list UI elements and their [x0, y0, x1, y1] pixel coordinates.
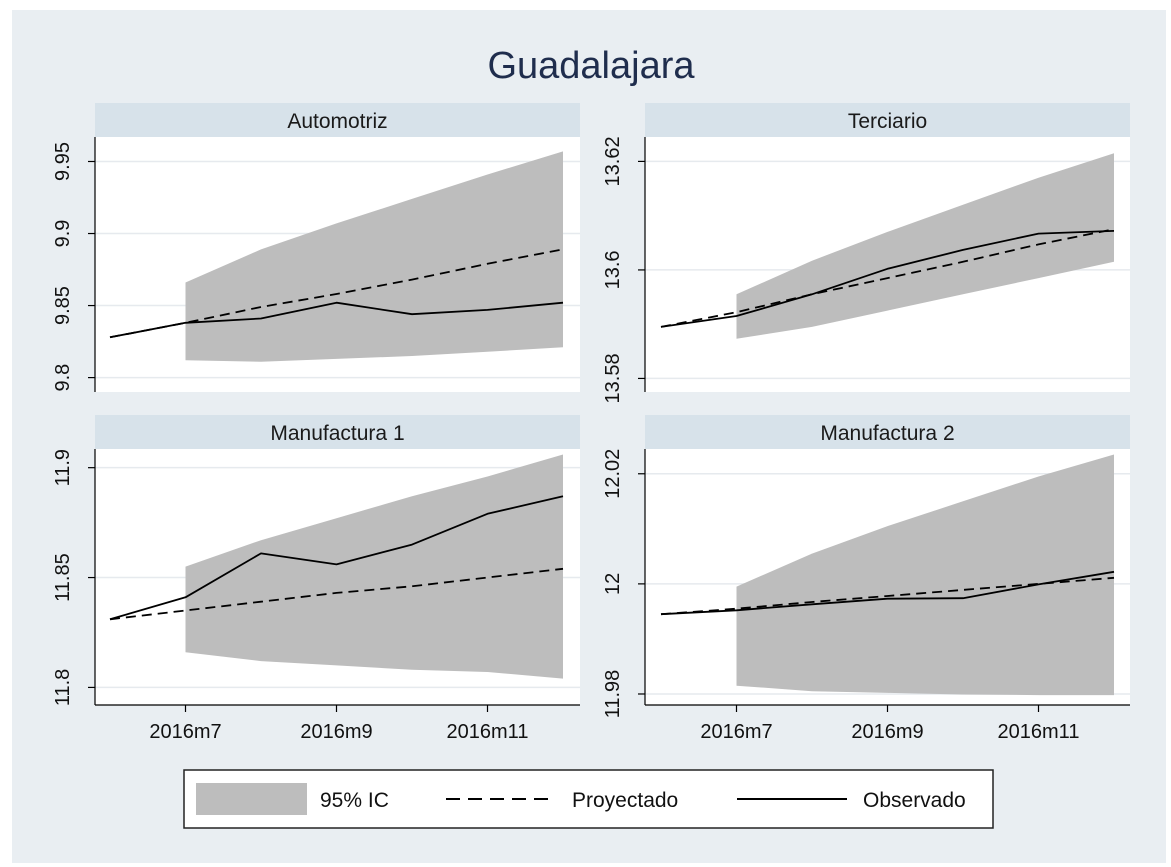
legend-label-observado: Observado: [863, 789, 966, 812]
y-tick-label: 9.8: [52, 364, 74, 392]
panel-title: Manufactura 2: [820, 422, 954, 445]
series-line-observado: [660, 570, 1115, 616]
y-tick-label: 11.9: [52, 449, 74, 486]
series-line-proyectado: [660, 576, 1115, 616]
legend-swatch-band: [196, 783, 307, 815]
y-tick-label: 9.9: [52, 220, 74, 248]
panel-terciario: Terciario 13.58 13.6 13.62: [602, 103, 1130, 403]
legend-label-proyectado: Proyectado: [572, 789, 678, 812]
panel-strip: [645, 103, 1130, 137]
legend: 95% IC Proyectado Observado: [183, 769, 994, 829]
series-line-proyectado: [660, 228, 1115, 328]
chart-title: Guadalajara: [487, 45, 695, 87]
panel-strip: [95, 415, 580, 449]
x-tick-label: 2016m9: [300, 721, 372, 743]
series-line-observado: [109, 301, 564, 339]
y-tick-label: 9.85: [52, 286, 74, 325]
x-tick-label: 2016m11: [447, 721, 529, 743]
ci-band: [185, 454, 563, 679]
panel-title: Automotriz: [287, 110, 387, 133]
ci-band: [736, 153, 1114, 339]
y-tick-label: 13.58: [602, 353, 624, 403]
x-tick-label: 2016m7: [700, 721, 772, 743]
panels-group: Automotriz 9.8 9.85 9.9 9.95 Terciario 13.58 13…: [52, 103, 1130, 743]
y-tick-label: 12: [602, 573, 624, 595]
y-tick-label: 11.85: [52, 553, 74, 602]
y-tick-label: 11.98: [602, 670, 624, 719]
x-tick-label: 2016m7: [149, 721, 221, 743]
series-line-observado: [660, 230, 1115, 328]
legend-box: [183, 769, 994, 829]
panel-strip: [645, 415, 1130, 449]
panel-automotriz: Automotriz 9.8 9.85 9.9 9.95: [52, 103, 580, 392]
series-line-observado: [109, 495, 564, 621]
legend-label-ic: 95% IC: [320, 789, 389, 812]
x-tick-label: 2016m11: [998, 721, 1080, 743]
y-tick-label: 12.02: [602, 449, 624, 499]
x-tick-label: 2016m9: [851, 721, 923, 743]
panel-manufactura-2: Manufactura 2 11.98 12 12.02 2016m7 2016m9 201…: [602, 415, 1130, 743]
ci-band: [185, 151, 563, 362]
panel-title: Terciario: [848, 110, 927, 133]
panel-title: Manufactura 1: [270, 422, 404, 445]
ci-band: [736, 454, 1114, 696]
panel-manufactura-1: Manufactura 1 11.8 11.85 11.9 2016m7 2016m9 20…: [52, 415, 580, 743]
y-tick-label: 13.62: [602, 136, 624, 186]
y-tick-label: 11.8: [52, 669, 74, 706]
panel-strip: [95, 103, 580, 137]
y-tick-label: 9.95: [52, 142, 74, 181]
y-tick-label: 13.6: [602, 250, 624, 289]
series-line-proyectado: [109, 567, 564, 621]
series-line-proyectado: [109, 248, 564, 339]
